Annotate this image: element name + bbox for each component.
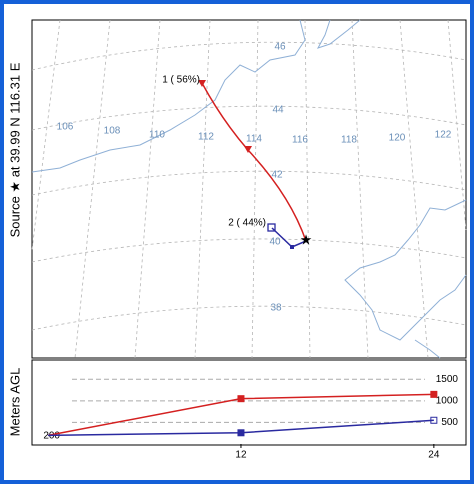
grid-line [304, 19, 311, 359]
grid-line [447, 19, 467, 231]
height-marker [430, 416, 438, 424]
lon-label: 114 [246, 134, 262, 145]
height-marker [237, 395, 245, 403]
coastline [414, 339, 441, 359]
map-grid [31, 19, 467, 359]
grid-line [351, 19, 369, 359]
map-panel [31, 19, 467, 359]
lon-label: 106 [57, 122, 74, 133]
y-tick-label: 1500 [436, 374, 459, 385]
lat-label: 44 [272, 105, 284, 116]
grid-line [74, 19, 111, 359]
coastline [344, 199, 467, 341]
grid-line [251, 19, 259, 359]
lon-label: 110 [149, 130, 165, 141]
grid-line [194, 19, 211, 359]
marker [290, 245, 294, 249]
source-star: ★ [300, 232, 313, 248]
x-tick-label: 24 [428, 450, 440, 461]
lon-label: 112 [198, 132, 214, 143]
y-axis-label: Meters AGL [7, 368, 22, 437]
grid-line [399, 19, 429, 359]
grid-line [31, 41, 467, 71]
y-tick-label: 1000 [436, 395, 459, 406]
lat-label: 46 [274, 42, 286, 53]
marker [267, 223, 276, 232]
border [31, 19, 306, 173]
lon-label: 120 [389, 133, 406, 144]
x-tick-label: 12 [235, 450, 247, 461]
lat-label: 38 [270, 303, 282, 314]
y-tick-label: 500 [441, 417, 458, 428]
marker [198, 80, 206, 87]
lon-label: 118 [341, 135, 357, 146]
grid-line [134, 19, 161, 359]
source-label: Source ★ at 39.99 N 116.31 E [7, 62, 22, 237]
height-panel [31, 359, 467, 446]
height-marker [430, 390, 438, 398]
height-marker [237, 429, 245, 437]
trajectory-label: 1 ( 56%) [162, 75, 200, 86]
lon-label: 122 [435, 130, 452, 141]
grid-line [31, 19, 61, 251]
lat-label: 42 [271, 170, 283, 181]
marker [244, 146, 252, 153]
start-height: 200 [43, 431, 60, 442]
lon-label: 116 [292, 135, 308, 146]
lat-label: 40 [269, 237, 281, 248]
lon-label: 108 [104, 126, 121, 137]
coastline [31, 19, 467, 359]
border [316, 19, 361, 49]
trajectory-label: 2 ( 44%) [228, 218, 266, 229]
